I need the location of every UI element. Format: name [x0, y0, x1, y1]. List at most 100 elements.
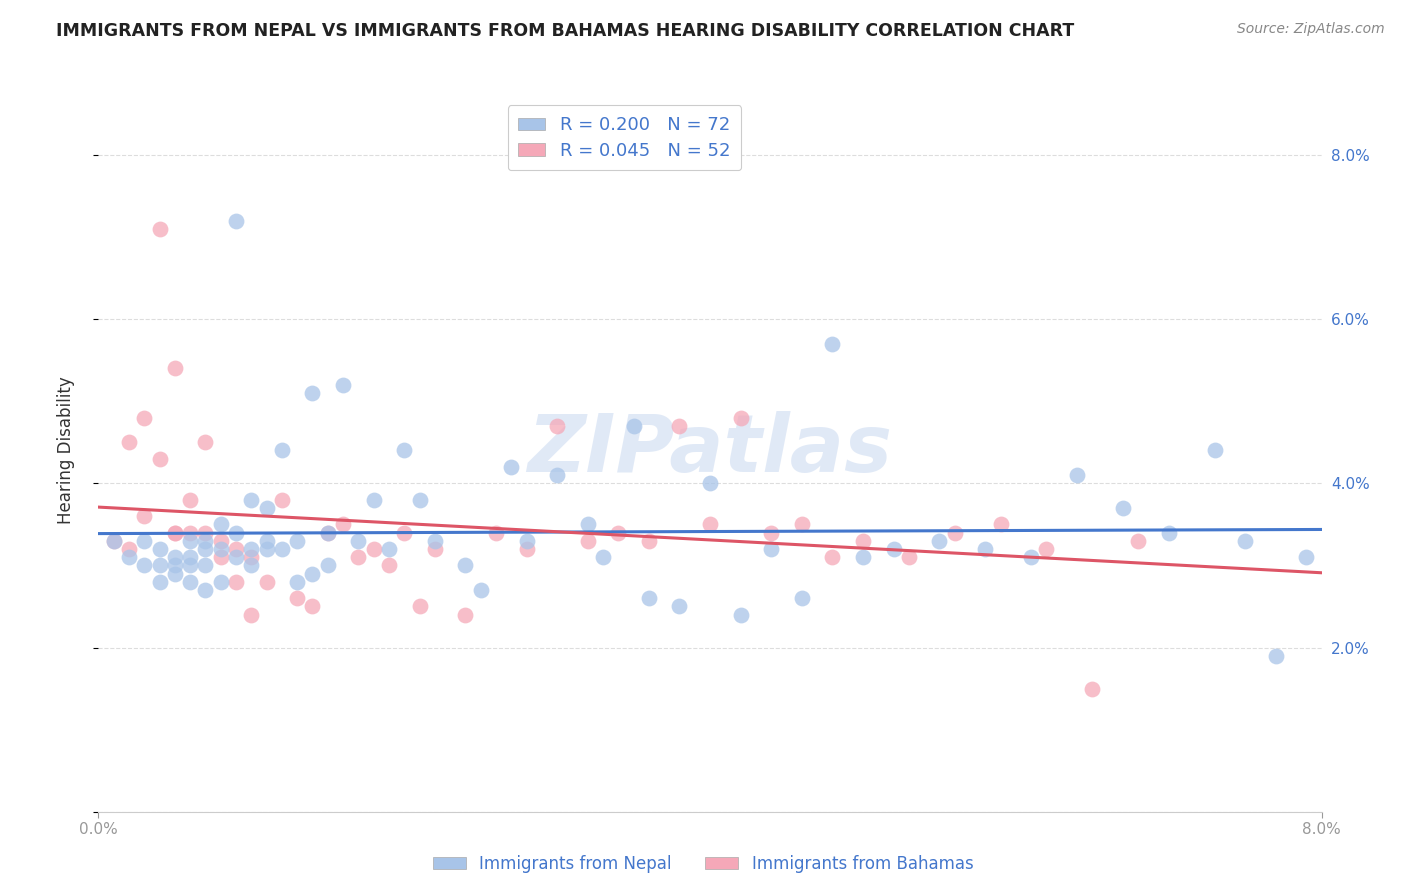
Point	[301, 566, 323, 581]
Point	[163, 566, 186, 581]
Point	[209, 517, 232, 532]
Text: Source: ZipAtlas.com: Source: ZipAtlas.com	[1237, 22, 1385, 37]
Point	[285, 574, 308, 589]
Point	[516, 533, 538, 548]
Point	[1066, 468, 1088, 483]
Point	[990, 517, 1012, 532]
Point	[347, 550, 370, 565]
Point	[134, 410, 156, 425]
Point	[301, 386, 323, 401]
Point	[149, 221, 172, 235]
Legend: R = 0.200   N = 72, R = 0.045   N = 52: R = 0.200 N = 72, R = 0.045 N = 52	[508, 105, 741, 170]
Point	[194, 558, 217, 573]
Point	[103, 533, 125, 548]
Point	[623, 418, 645, 433]
Point	[240, 607, 263, 622]
Point	[516, 541, 538, 556]
Point	[546, 468, 568, 483]
Point	[240, 492, 263, 507]
Point	[637, 591, 661, 606]
Point	[546, 418, 568, 433]
Point	[179, 574, 201, 589]
Point	[408, 599, 430, 614]
Point	[163, 361, 186, 376]
Point	[209, 550, 232, 565]
Point	[270, 492, 294, 507]
Point	[179, 525, 201, 540]
Point	[790, 591, 813, 606]
Point	[270, 541, 294, 556]
Point	[256, 574, 278, 589]
Point	[378, 558, 401, 573]
Point	[699, 517, 721, 532]
Point	[149, 558, 172, 573]
Point	[883, 541, 905, 556]
Point	[149, 451, 172, 466]
Point	[378, 541, 401, 556]
Point	[852, 550, 875, 565]
Point	[194, 541, 217, 556]
Point	[118, 435, 141, 450]
Point	[134, 558, 156, 573]
Point	[392, 525, 416, 540]
Point	[1295, 550, 1317, 565]
Point	[225, 541, 247, 556]
Point	[592, 550, 614, 565]
Point	[974, 541, 997, 556]
Point	[347, 533, 370, 548]
Point	[501, 459, 523, 474]
Point	[1128, 533, 1150, 548]
Point	[240, 558, 263, 573]
Point	[256, 533, 278, 548]
Point	[256, 500, 278, 515]
Point	[852, 533, 875, 548]
Point	[1204, 443, 1226, 458]
Point	[470, 582, 492, 597]
Point	[790, 517, 813, 532]
Point	[759, 525, 782, 540]
Point	[240, 550, 263, 565]
Point	[301, 599, 323, 614]
Point	[1264, 648, 1286, 663]
Point	[821, 336, 844, 351]
Point	[179, 492, 201, 507]
Point	[363, 492, 385, 507]
Point	[423, 533, 446, 548]
Point	[1019, 550, 1042, 565]
Text: IMMIGRANTS FROM NEPAL VS IMMIGRANTS FROM BAHAMAS HEARING DISABILITY CORRELATION : IMMIGRANTS FROM NEPAL VS IMMIGRANTS FROM…	[56, 22, 1074, 40]
Point	[332, 377, 354, 392]
Point	[576, 533, 599, 548]
Point	[225, 213, 247, 227]
Point	[194, 525, 217, 540]
Point	[576, 517, 599, 532]
Point	[363, 541, 385, 556]
Point	[163, 558, 186, 573]
Point	[897, 550, 920, 565]
Point	[163, 525, 186, 540]
Point	[1157, 525, 1180, 540]
Point	[134, 509, 156, 524]
Point	[316, 525, 339, 540]
Point	[163, 525, 186, 540]
Point	[943, 525, 966, 540]
Point	[118, 550, 141, 565]
Point	[194, 533, 217, 548]
Point	[485, 525, 508, 540]
Point	[1081, 681, 1104, 696]
Point	[103, 533, 125, 548]
Point	[163, 550, 186, 565]
Point	[179, 558, 201, 573]
Point	[270, 443, 294, 458]
Point	[928, 533, 950, 548]
Point	[607, 525, 630, 540]
Point	[285, 533, 308, 548]
Point	[149, 574, 172, 589]
Point	[730, 410, 752, 425]
Point	[194, 435, 217, 450]
Point	[134, 533, 156, 548]
Point	[637, 533, 661, 548]
Point	[240, 541, 263, 556]
Point	[454, 607, 477, 622]
Point	[332, 517, 354, 532]
Point	[256, 541, 278, 556]
